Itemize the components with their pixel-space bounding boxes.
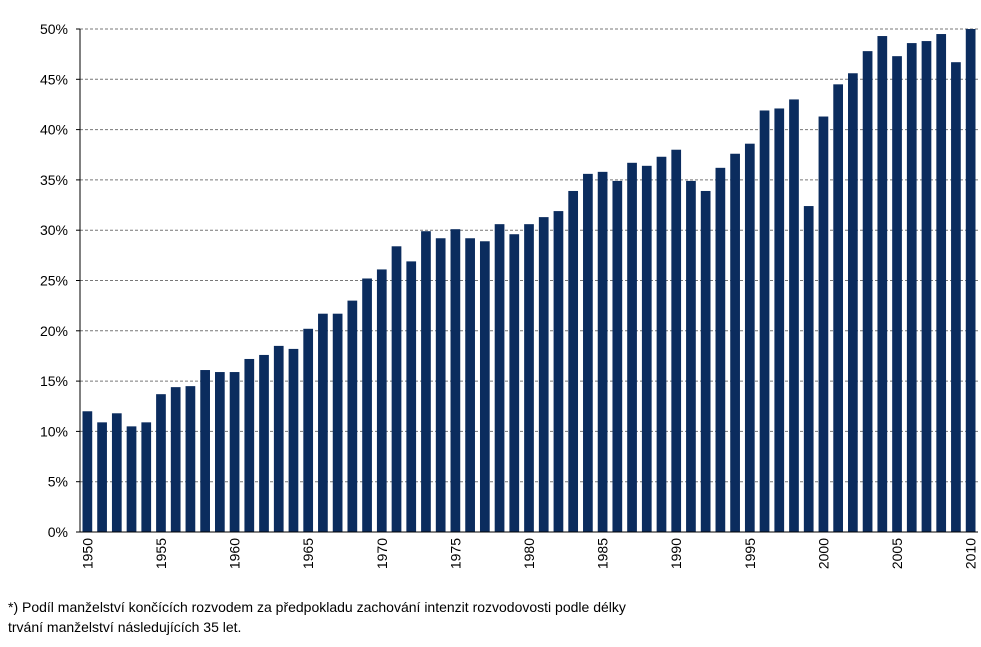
bar <box>921 41 932 533</box>
bar <box>965 29 976 532</box>
x-tick-label: 1970 <box>374 538 390 569</box>
x-tick-label: 1955 <box>153 538 169 569</box>
bar <box>656 156 667 532</box>
bar <box>141 422 152 532</box>
y-tick-label: 45% <box>40 71 68 87</box>
bar <box>494 224 505 532</box>
bar <box>612 180 623 532</box>
y-tick-label: 25% <box>40 273 68 289</box>
bar <box>951 62 961 532</box>
bar <box>229 372 240 532</box>
bar <box>362 278 372 532</box>
bar <box>700 190 711 532</box>
bar <box>259 354 269 532</box>
x-tick-label: 2005 <box>889 538 905 569</box>
y-tick-label: 30% <box>40 222 68 238</box>
bar <box>450 229 461 532</box>
bar <box>789 99 799 533</box>
bar <box>568 190 579 532</box>
footnote: trvání manželství následujících 35 let. <box>8 619 241 635</box>
bar <box>479 241 490 533</box>
x-tick-label: 1975 <box>447 538 463 569</box>
bar <box>862 51 873 533</box>
y-tick-label: 40% <box>40 122 68 138</box>
bar <box>906 43 917 533</box>
bar <box>318 313 328 532</box>
x-tick-label: 1960 <box>227 538 243 569</box>
bar <box>97 422 107 532</box>
bar <box>332 313 343 532</box>
bar <box>200 370 210 532</box>
bar <box>553 211 564 532</box>
bar <box>82 411 93 532</box>
bar <box>421 231 431 532</box>
bar <box>244 358 255 532</box>
bar <box>406 261 417 532</box>
bar <box>803 206 814 532</box>
x-tick-label: 1965 <box>300 538 316 569</box>
bar <box>759 110 770 533</box>
bar <box>111 413 122 532</box>
bar <box>833 84 844 532</box>
footnote: *) Podíl manželství končících rozvodem z… <box>8 599 626 615</box>
bar <box>892 56 902 533</box>
bar <box>288 348 299 532</box>
bar <box>185 386 196 532</box>
bar <box>686 180 696 532</box>
bar <box>391 246 402 532</box>
bar <box>671 149 682 532</box>
bar <box>347 300 358 532</box>
y-tick-label: 20% <box>40 323 68 339</box>
bar <box>156 394 166 532</box>
bar <box>818 116 829 532</box>
bar <box>214 372 225 532</box>
bar <box>524 224 534 532</box>
bar <box>465 238 475 533</box>
bar <box>170 387 181 532</box>
y-tick-label: 50% <box>40 21 68 37</box>
bar <box>303 328 314 532</box>
bar <box>641 165 652 533</box>
bar <box>583 173 593 532</box>
y-tick-label: 0% <box>48 524 68 540</box>
bar <box>435 238 446 533</box>
bar <box>774 108 785 532</box>
bar <box>273 345 284 532</box>
bar <box>597 171 608 533</box>
bar <box>376 269 387 532</box>
bar <box>126 426 137 532</box>
bar <box>936 34 947 532</box>
x-tick-label: 1985 <box>595 538 611 569</box>
y-tick-label: 10% <box>40 423 68 439</box>
bar <box>877 36 888 533</box>
bar <box>848 73 858 532</box>
x-tick-label: 2010 <box>963 538 979 569</box>
bar <box>538 217 549 532</box>
y-tick-label: 35% <box>40 172 68 188</box>
y-tick-label: 5% <box>48 474 68 490</box>
bar <box>744 143 755 532</box>
bar <box>627 162 637 532</box>
x-tick-label: 2000 <box>815 538 831 569</box>
y-tick-label: 15% <box>40 373 68 389</box>
bar <box>715 167 726 532</box>
x-tick-label: 1950 <box>79 538 95 569</box>
x-tick-label: 1990 <box>668 538 684 569</box>
bar <box>730 153 740 532</box>
bar <box>509 234 520 532</box>
x-tick-label: 1980 <box>521 538 537 569</box>
x-tick-label: 1995 <box>742 538 758 569</box>
